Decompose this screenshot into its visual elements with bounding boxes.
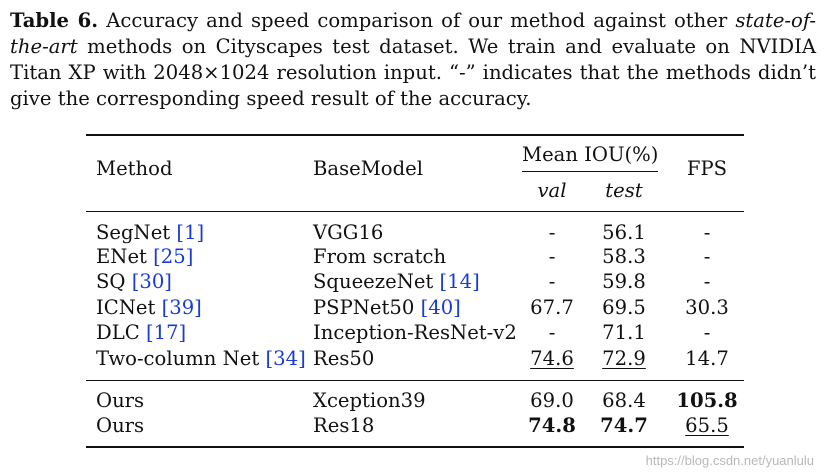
val-cell: 67.7 bbox=[530, 296, 574, 319]
method-cell: Ours bbox=[96, 414, 145, 437]
fps-cell: 105.8 bbox=[676, 389, 738, 412]
basemodel-cell: PSPNet50 [40] bbox=[313, 296, 461, 319]
method-cell: SQ [30] bbox=[96, 270, 172, 293]
test-cell: 68.4 bbox=[602, 389, 646, 412]
basemodel-cell: Inception-ResNet-v2 bbox=[313, 321, 517, 344]
watermark: https://blog.csdn.net/yuanlulu bbox=[645, 453, 814, 468]
basemodel-cell: Res18 bbox=[313, 414, 375, 437]
table-caption: Table 6. Accuracy and speed comparison o… bbox=[10, 8, 816, 112]
header-val: val bbox=[537, 179, 567, 202]
method-cell: Two-column Net [34] bbox=[96, 347, 306, 370]
method-cell: SegNet [1] bbox=[96, 221, 205, 244]
fps-cell: - bbox=[703, 321, 711, 344]
val-cell: 74.6 bbox=[530, 347, 574, 370]
test-cell: 56.1 bbox=[602, 221, 646, 244]
fps-cell: 14.7 bbox=[685, 347, 729, 370]
fps-cell: - bbox=[703, 270, 711, 293]
method-cell: ICNet [39] bbox=[96, 296, 202, 319]
fps-cell: 30.3 bbox=[685, 296, 729, 319]
caption-text-1: Accuracy and speed comparison of our met… bbox=[98, 9, 736, 32]
val-cell: 69.0 bbox=[530, 389, 574, 412]
test-cell: 72.9 bbox=[602, 347, 646, 370]
header-miou: Mean IOU(%) bbox=[522, 143, 659, 166]
basemodel-cell: Xception39 bbox=[313, 389, 426, 412]
test-cell: 71.1 bbox=[602, 321, 646, 344]
top-rule bbox=[86, 134, 744, 136]
val-cell: - bbox=[548, 221, 556, 244]
test-cell: 69.5 bbox=[602, 296, 646, 319]
caption-italic: state-of-the-art bbox=[10, 9, 816, 58]
val-cell: 74.8 bbox=[528, 414, 576, 437]
header-method: Method bbox=[96, 157, 173, 180]
caption-text-2: methods on Cityscapes test dataset. We t… bbox=[10, 35, 816, 110]
header-fps: FPS bbox=[686, 157, 728, 180]
basemodel-cell: From scratch bbox=[313, 245, 447, 268]
basemodel-cell: SqueezeNet [14] bbox=[313, 270, 480, 293]
caption-label: Table 6. bbox=[10, 9, 99, 32]
basemodel-cell: VGG16 bbox=[313, 221, 384, 244]
header-rule bbox=[86, 211, 744, 212]
method-cell: Ours bbox=[96, 389, 145, 412]
val-cell: - bbox=[548, 245, 556, 268]
fps-cell: 65.5 bbox=[685, 414, 729, 437]
fps-cell: - bbox=[703, 245, 711, 268]
test-cell: 59.8 bbox=[602, 270, 646, 293]
basemodel-cell: Res50 bbox=[313, 347, 375, 370]
header-test: test bbox=[605, 179, 643, 202]
method-cell: ENet [25] bbox=[96, 245, 194, 268]
ours-rule bbox=[86, 380, 744, 381]
test-cell: 74.7 bbox=[600, 414, 648, 437]
test-cell: 58.3 bbox=[602, 245, 646, 268]
bottom-rule bbox=[86, 446, 744, 448]
method-cell: DLC [17] bbox=[96, 321, 187, 344]
val-cell: - bbox=[548, 270, 556, 293]
miou-subrule bbox=[522, 171, 658, 172]
header-basemodel: BaseModel bbox=[313, 157, 423, 180]
val-cell: - bbox=[548, 321, 556, 344]
fps-cell: - bbox=[703, 221, 711, 244]
